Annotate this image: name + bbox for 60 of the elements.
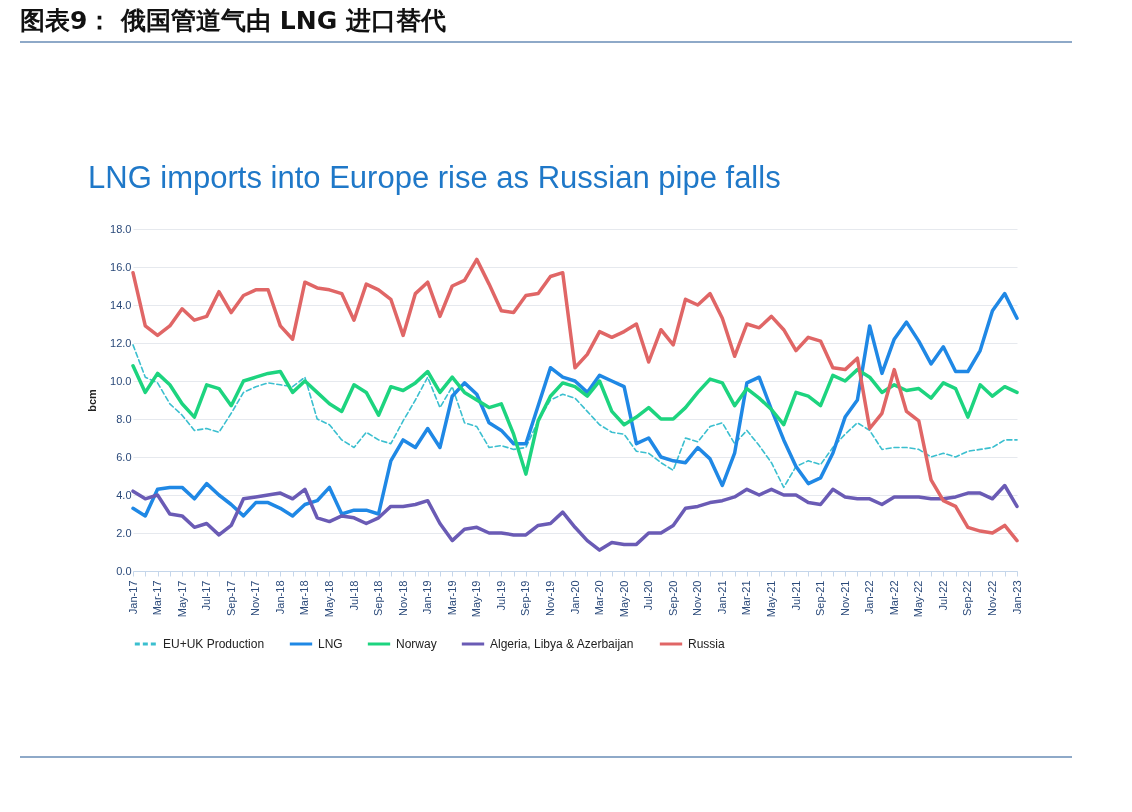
x-tick-label: Mar-17 — [151, 580, 164, 616]
y-tick-label: 8.0 — [116, 412, 132, 425]
x-tick-label: Sep-20 — [666, 580, 679, 616]
x-tick-label: May-20 — [617, 580, 630, 618]
x-tick-label: Nov-18 — [396, 580, 409, 616]
x-tick-label: Jul-18 — [347, 580, 360, 611]
x-tick-label: Nov-21 — [838, 580, 851, 616]
x-tick-label: Nov-22 — [985, 580, 998, 616]
x-tick-label: Jan-21 — [715, 580, 728, 615]
x-tick-label: Jan-19 — [421, 580, 434, 615]
x-tick-label: Mar-21 — [740, 580, 753, 616]
x-tick-label: Nov-19 — [543, 580, 556, 616]
y-tick-label: 4.0 — [116, 488, 132, 501]
line-series — [131, 291, 1019, 518]
x-tick-label: Jul-20 — [642, 580, 655, 611]
x-tick-label: Jan-20 — [568, 580, 581, 615]
y-tick-label: 0.0 — [116, 564, 132, 577]
legend-label: Algeria, Libya & Azerbaijan — [490, 637, 634, 651]
line-series — [132, 344, 1018, 489]
line-series — [131, 483, 1019, 552]
line-series — [131, 257, 1019, 543]
x-tick-label: Mar-22 — [887, 580, 900, 616]
x-tick-label: Jul-22 — [936, 580, 949, 611]
x-tick-label: Sep-21 — [814, 580, 827, 616]
y-tick-label: 16.0 — [110, 260, 132, 273]
x-tick-label: Sep-22 — [961, 580, 974, 616]
legend-label: Norway — [396, 637, 437, 651]
line-series — [131, 364, 1019, 476]
x-tick-label: Sep-18 — [372, 580, 385, 616]
x-tick-label: Jan-17 — [126, 580, 139, 615]
y-tick-label: 6.0 — [116, 450, 132, 463]
y-tick-label: 12.0 — [110, 336, 132, 349]
legend-label: EU+UK Production — [163, 637, 265, 651]
x-tick-label: May-22 — [912, 580, 925, 618]
legend-label: Russia — [688, 637, 726, 651]
x-tick-label: May-18 — [322, 580, 335, 618]
x-tick-label: Nov-20 — [691, 580, 704, 616]
chart-subtitle: LNG imports into Europe rise as Russian pipe falls — [88, 160, 781, 195]
x-tick-label: Jul-19 — [494, 580, 507, 611]
y-tick-label: 14.0 — [110, 298, 132, 311]
x-tick-label: Sep-19 — [519, 580, 532, 616]
y-tick-label: 10.0 — [110, 374, 132, 387]
x-tick-label: Sep-17 — [224, 580, 237, 616]
x-tick-label: Mar-19 — [445, 580, 458, 616]
x-tick-label: Jan-23 — [1010, 580, 1023, 615]
x-tick-label: May-17 — [175, 580, 188, 618]
x-tick-label: May-19 — [470, 580, 483, 618]
x-tick-label: Jul-21 — [789, 580, 802, 611]
chart-title: 图表9： 俄国管道气由 LNG 进口替代 — [20, 4, 1072, 43]
x-tick-label: Nov-17 — [249, 580, 262, 616]
x-tick-label: Mar-18 — [298, 580, 311, 616]
y-tick-label: 18.0 — [110, 222, 132, 235]
x-tick-label: Jan-22 — [863, 580, 876, 615]
x-tick-label: May-21 — [764, 580, 777, 618]
legend-label: LNG — [318, 637, 343, 651]
y-tick-label: 2.0 — [116, 526, 132, 539]
x-tick-label: Mar-20 — [593, 580, 606, 616]
x-tick-label: Jan-18 — [273, 580, 286, 615]
x-tick-label: Jul-17 — [200, 580, 213, 611]
y-axis-title: bcm — [86, 388, 99, 412]
